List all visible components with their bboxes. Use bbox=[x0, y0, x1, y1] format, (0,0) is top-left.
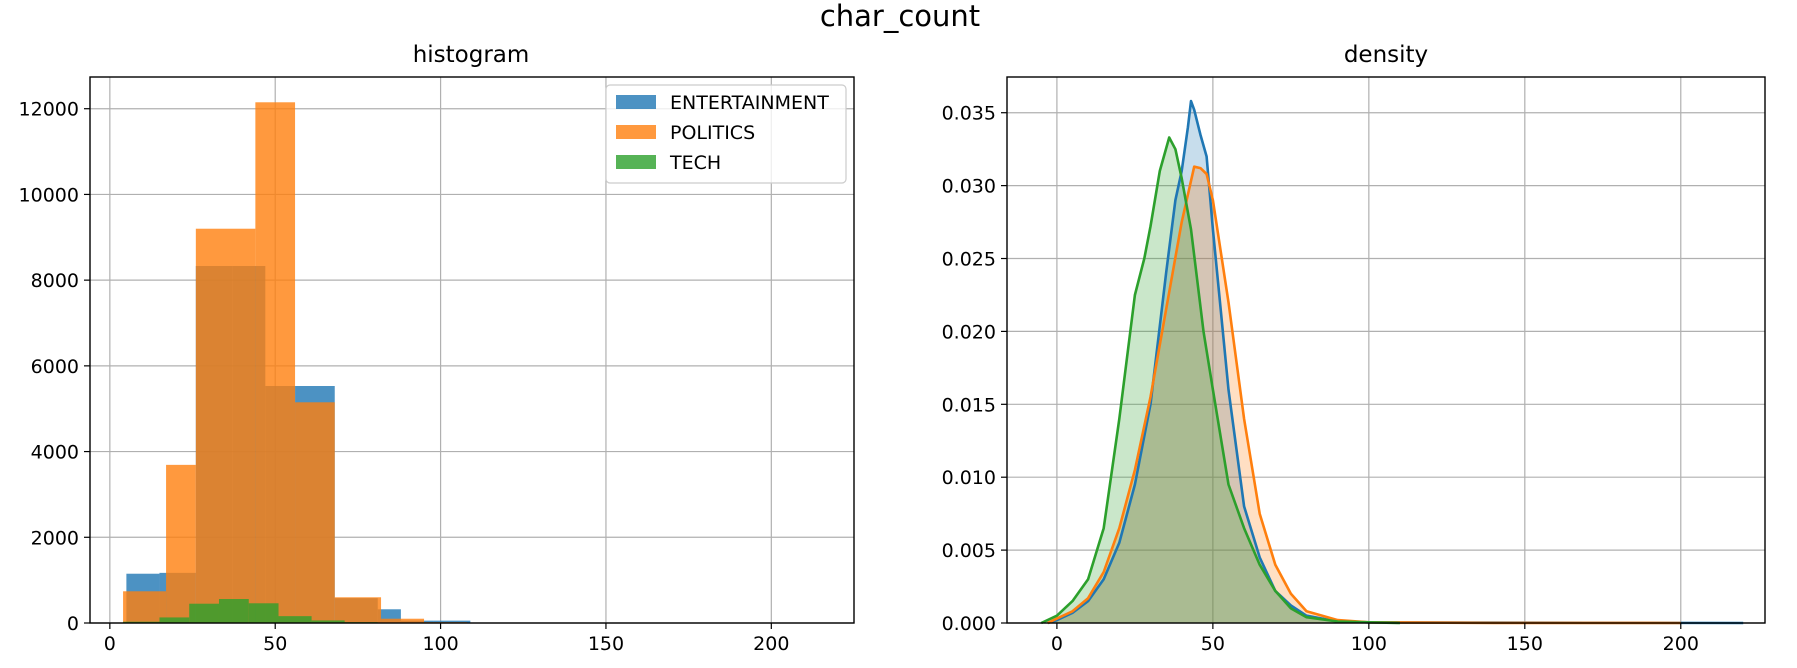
legend-swatch-politics bbox=[616, 125, 656, 139]
x-tick-label: 50 bbox=[263, 633, 287, 655]
y-tick-label: 8000 bbox=[31, 270, 79, 292]
x-tick-label: 100 bbox=[422, 633, 458, 655]
y-tick-label: 10000 bbox=[19, 184, 79, 206]
legend-label-entertainment: ENTERTAINMENT bbox=[670, 92, 829, 114]
y-tick-label: 0 bbox=[67, 613, 79, 635]
histogram-bar-politics bbox=[295, 402, 335, 623]
density-y-ticks: 0.000 0.005 0.010 0.015 0.020 0.025 0.030 0.035 bbox=[942, 103, 1007, 635]
histogram-bars bbox=[123, 102, 471, 624]
density-frame bbox=[1006, 76, 1766, 624]
histogram-bar-entertainment bbox=[433, 620, 471, 623]
y-tick-label: 4000 bbox=[31, 442, 79, 464]
histogram-bar-tech bbox=[311, 620, 345, 623]
x-tick-label: 50 bbox=[1201, 633, 1225, 655]
histogram-bar-tech bbox=[159, 617, 190, 623]
density-curves bbox=[1040, 99, 1744, 625]
y-tick-label: 0.035 bbox=[942, 103, 996, 125]
x-tick-label: 200 bbox=[1663, 633, 1699, 655]
legend-swatch-tech bbox=[616, 155, 656, 169]
x-tick-label: 0 bbox=[104, 633, 116, 655]
x-tick-label: 100 bbox=[1351, 633, 1387, 655]
y-tick-label: 0.005 bbox=[942, 540, 996, 562]
density-title: density bbox=[1344, 42, 1428, 68]
histogram-bar-politics bbox=[381, 618, 425, 623]
histogram-bar-tech bbox=[248, 603, 279, 623]
histogram-bar-tech bbox=[218, 599, 249, 623]
histogram-frame bbox=[89, 76, 855, 624]
legend-swatch-entertainment bbox=[616, 95, 656, 109]
histogram-bar-tech bbox=[189, 603, 219, 623]
histogram-x-ticks: 0 50 100 150 200 bbox=[104, 623, 789, 655]
density-area-entertainment bbox=[1047, 101, 1744, 624]
histogram-bar-politics bbox=[195, 228, 256, 623]
legend-box bbox=[605, 84, 847, 184]
density-area-politics bbox=[1047, 166, 1681, 623]
y-tick-label: 0.015 bbox=[942, 394, 996, 416]
histogram-bar-politics bbox=[255, 102, 296, 624]
x-tick-label: 0 bbox=[1051, 633, 1063, 655]
legend-label-politics: POLITICS bbox=[670, 122, 755, 144]
figure-title: char_count bbox=[820, 0, 980, 33]
y-tick-label: 0.025 bbox=[942, 249, 996, 271]
density-panel: density 0 50 100 150 200 0.000 0.005 0.010 0.01… bbox=[942, 42, 1766, 655]
x-tick-label: 150 bbox=[588, 633, 624, 655]
density-grid bbox=[1007, 77, 1765, 624]
histogram-legend: ENTERTAINMENT POLITICS TECH bbox=[605, 84, 847, 184]
legend-label-tech: TECH bbox=[669, 152, 721, 174]
histogram-bar-politics bbox=[166, 464, 196, 623]
y-tick-label: 0.020 bbox=[942, 321, 996, 343]
x-tick-label: 150 bbox=[1507, 633, 1543, 655]
density-line-entertainment bbox=[1047, 99, 1744, 625]
y-tick-label: 6000 bbox=[31, 356, 79, 378]
y-tick-label: 0.000 bbox=[942, 613, 996, 635]
histogram-bar-politics bbox=[123, 591, 167, 623]
histogram-y-ticks: 0 2000 4000 6000 8000 10000 12000 bbox=[19, 99, 90, 635]
density-line-tech bbox=[1040, 136, 1401, 625]
density-x-ticks: 0 50 100 150 200 bbox=[1051, 623, 1699, 655]
y-tick-label: 2000 bbox=[31, 527, 79, 549]
x-tick-label: 200 bbox=[753, 633, 789, 655]
histogram-panel: histogram 0 50 100 150 200 0 2000 4000 6000 8000… bbox=[19, 42, 855, 655]
density-line-politics bbox=[1047, 165, 1681, 625]
y-tick-label: 12000 bbox=[19, 99, 79, 121]
y-tick-label: 0.010 bbox=[942, 467, 996, 489]
histogram-title: histogram bbox=[413, 42, 530, 68]
histogram-bar-politics bbox=[334, 597, 382, 623]
histogram-bar-tech bbox=[278, 616, 312, 623]
y-tick-label: 0.030 bbox=[942, 176, 996, 198]
